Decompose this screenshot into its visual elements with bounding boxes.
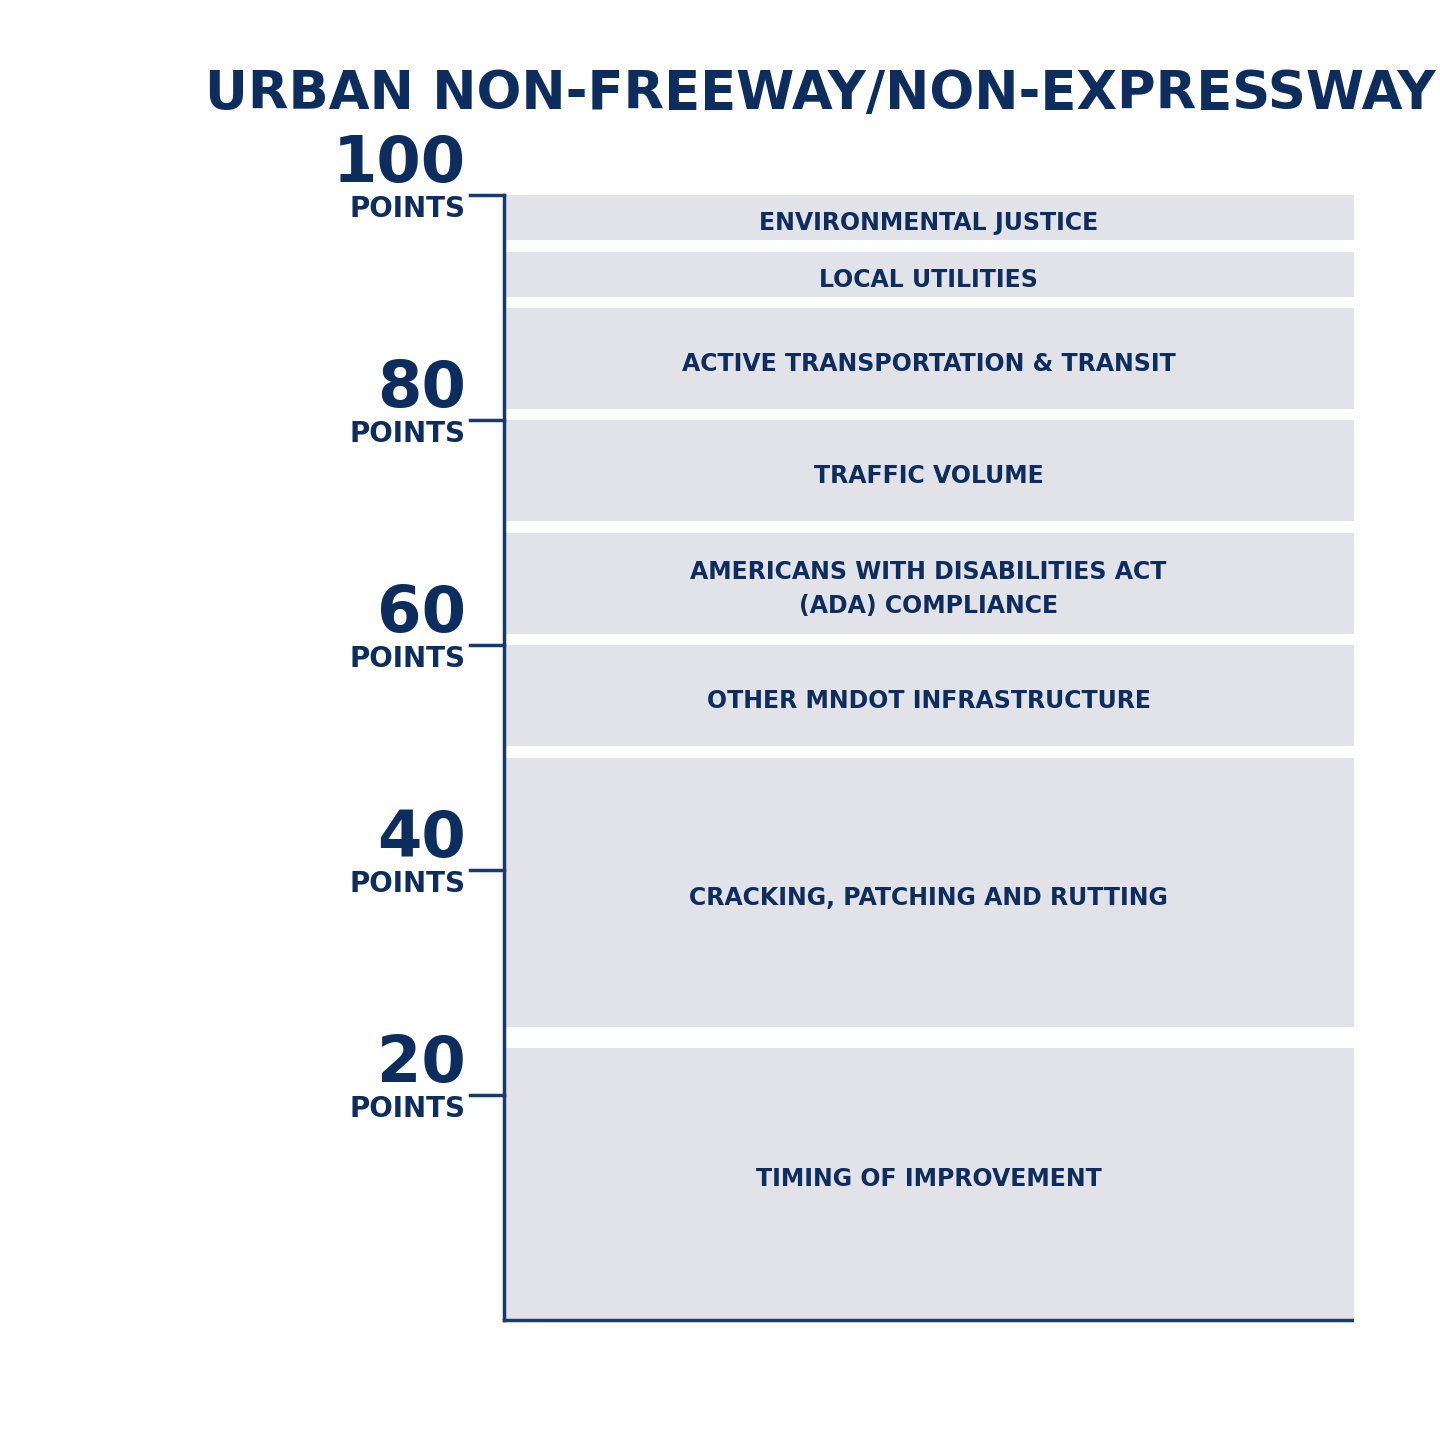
Text: CRACKING, PATCHING AND RUTTING: CRACKING, PATCHING AND RUTTING: [690, 886, 1168, 910]
Bar: [504, 420, 1354, 521]
Bar: [504, 196, 1354, 240]
Text: 40: 40: [377, 808, 465, 870]
Text: AMERICANS WITH DISABILITIES ACT
(ADA) COMPLIANCE: AMERICANS WITH DISABILITIES ACT (ADA) CO…: [691, 560, 1166, 618]
Text: URBAN NON-FREEWAY/NON-EXPRESSWAY: URBAN NON-FREEWAY/NON-EXPRESSWAY: [206, 68, 1436, 120]
Text: 100: 100: [333, 134, 465, 196]
Text: OTHER MNDOT INFRASTRUCTURE: OTHER MNDOT INFRASTRUCTURE: [707, 690, 1151, 713]
Text: 20: 20: [377, 1032, 465, 1094]
Bar: [504, 645, 1354, 746]
Text: ACTIVE TRANSPORTATION & TRANSIT: ACTIVE TRANSPORTATION & TRANSIT: [681, 351, 1175, 376]
Text: 60: 60: [376, 583, 465, 645]
Bar: [504, 1048, 1354, 1320]
Text: POINTS: POINTS: [350, 645, 465, 672]
Text: POINTS: POINTS: [350, 420, 465, 448]
Text: POINTS: POINTS: [350, 196, 465, 223]
Text: POINTS: POINTS: [350, 1094, 465, 1123]
Text: ENVIRONMENTAL JUSTICE: ENVIRONMENTAL JUSTICE: [759, 212, 1099, 235]
Bar: [504, 757, 1354, 1028]
Bar: [504, 252, 1354, 297]
Text: TIMING OF IMPROVEMENT: TIMING OF IMPROVEMENT: [756, 1168, 1102, 1191]
Bar: [504, 308, 1354, 409]
Text: 80: 80: [377, 359, 465, 420]
Bar: [504, 533, 1354, 634]
Text: LOCAL UTILITIES: LOCAL UTILITIES: [819, 268, 1038, 292]
Text: POINTS: POINTS: [350, 870, 465, 899]
Text: TRAFFIC VOLUME: TRAFFIC VOLUME: [814, 465, 1044, 488]
